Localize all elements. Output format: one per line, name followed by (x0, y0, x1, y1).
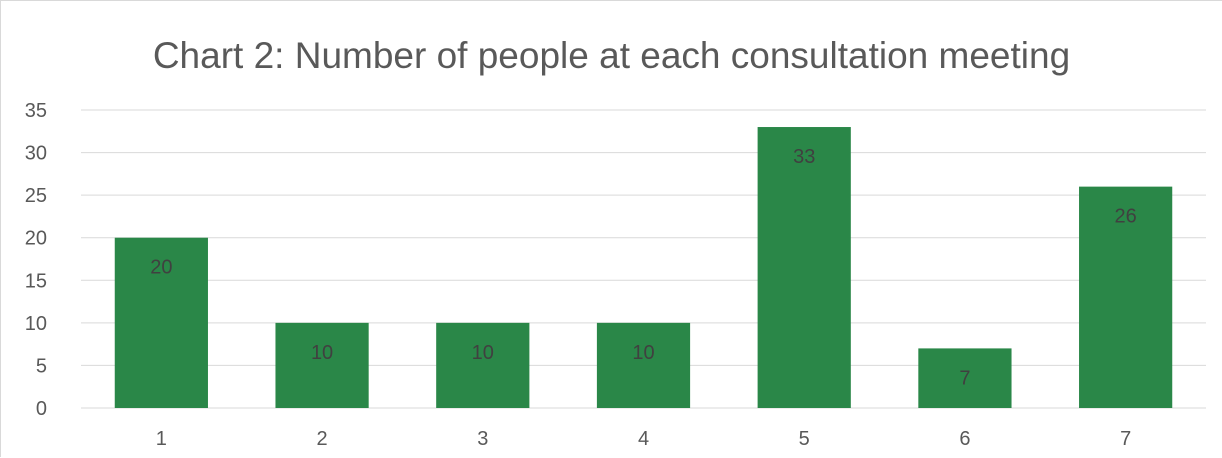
bar (1079, 186, 1173, 408)
x-tick-label: 2 (317, 428, 328, 450)
y-tick-label: 5 (36, 355, 47, 377)
x-axis-ticks: 1 2 3 4 5 6 7 (156, 428, 1131, 450)
data-label: 7 (959, 367, 970, 389)
bar (275, 322, 369, 408)
data-labels: 20 10 10 10 33 7 26 (150, 146, 1137, 389)
x-tick-label: 4 (638, 428, 649, 450)
y-tick-label: 10 (25, 313, 47, 335)
x-tick-label: 1 (156, 428, 167, 450)
data-label: 26 (1115, 206, 1137, 228)
data-label: 20 (150, 257, 172, 279)
bars (114, 127, 1173, 409)
y-axis-ticks: 0 5 10 15 20 25 30 35 (25, 100, 47, 420)
data-label: 10 (472, 342, 494, 364)
y-tick-label: 35 (25, 100, 47, 122)
data-label: 33 (793, 146, 815, 168)
y-tick-label: 20 (25, 228, 47, 250)
x-tick-label: 7 (1120, 428, 1131, 450)
x-tick-label: 6 (959, 428, 970, 450)
bar (596, 322, 691, 408)
data-label: 10 (311, 342, 333, 364)
y-tick-label: 0 (36, 398, 47, 420)
bar (757, 127, 851, 409)
y-tick-label: 25 (25, 185, 47, 207)
x-tick-label: 3 (477, 428, 488, 450)
bar (918, 348, 1012, 408)
y-tick-label: 30 (25, 143, 47, 165)
chart-title: Chart 2: Number of people at each consul… (152, 35, 1071, 76)
data-label: 10 (632, 342, 654, 364)
y-tick-label: 15 (25, 270, 47, 292)
bar (114, 237, 208, 408)
bar (436, 322, 530, 408)
x-tick-label: 5 (799, 428, 810, 450)
